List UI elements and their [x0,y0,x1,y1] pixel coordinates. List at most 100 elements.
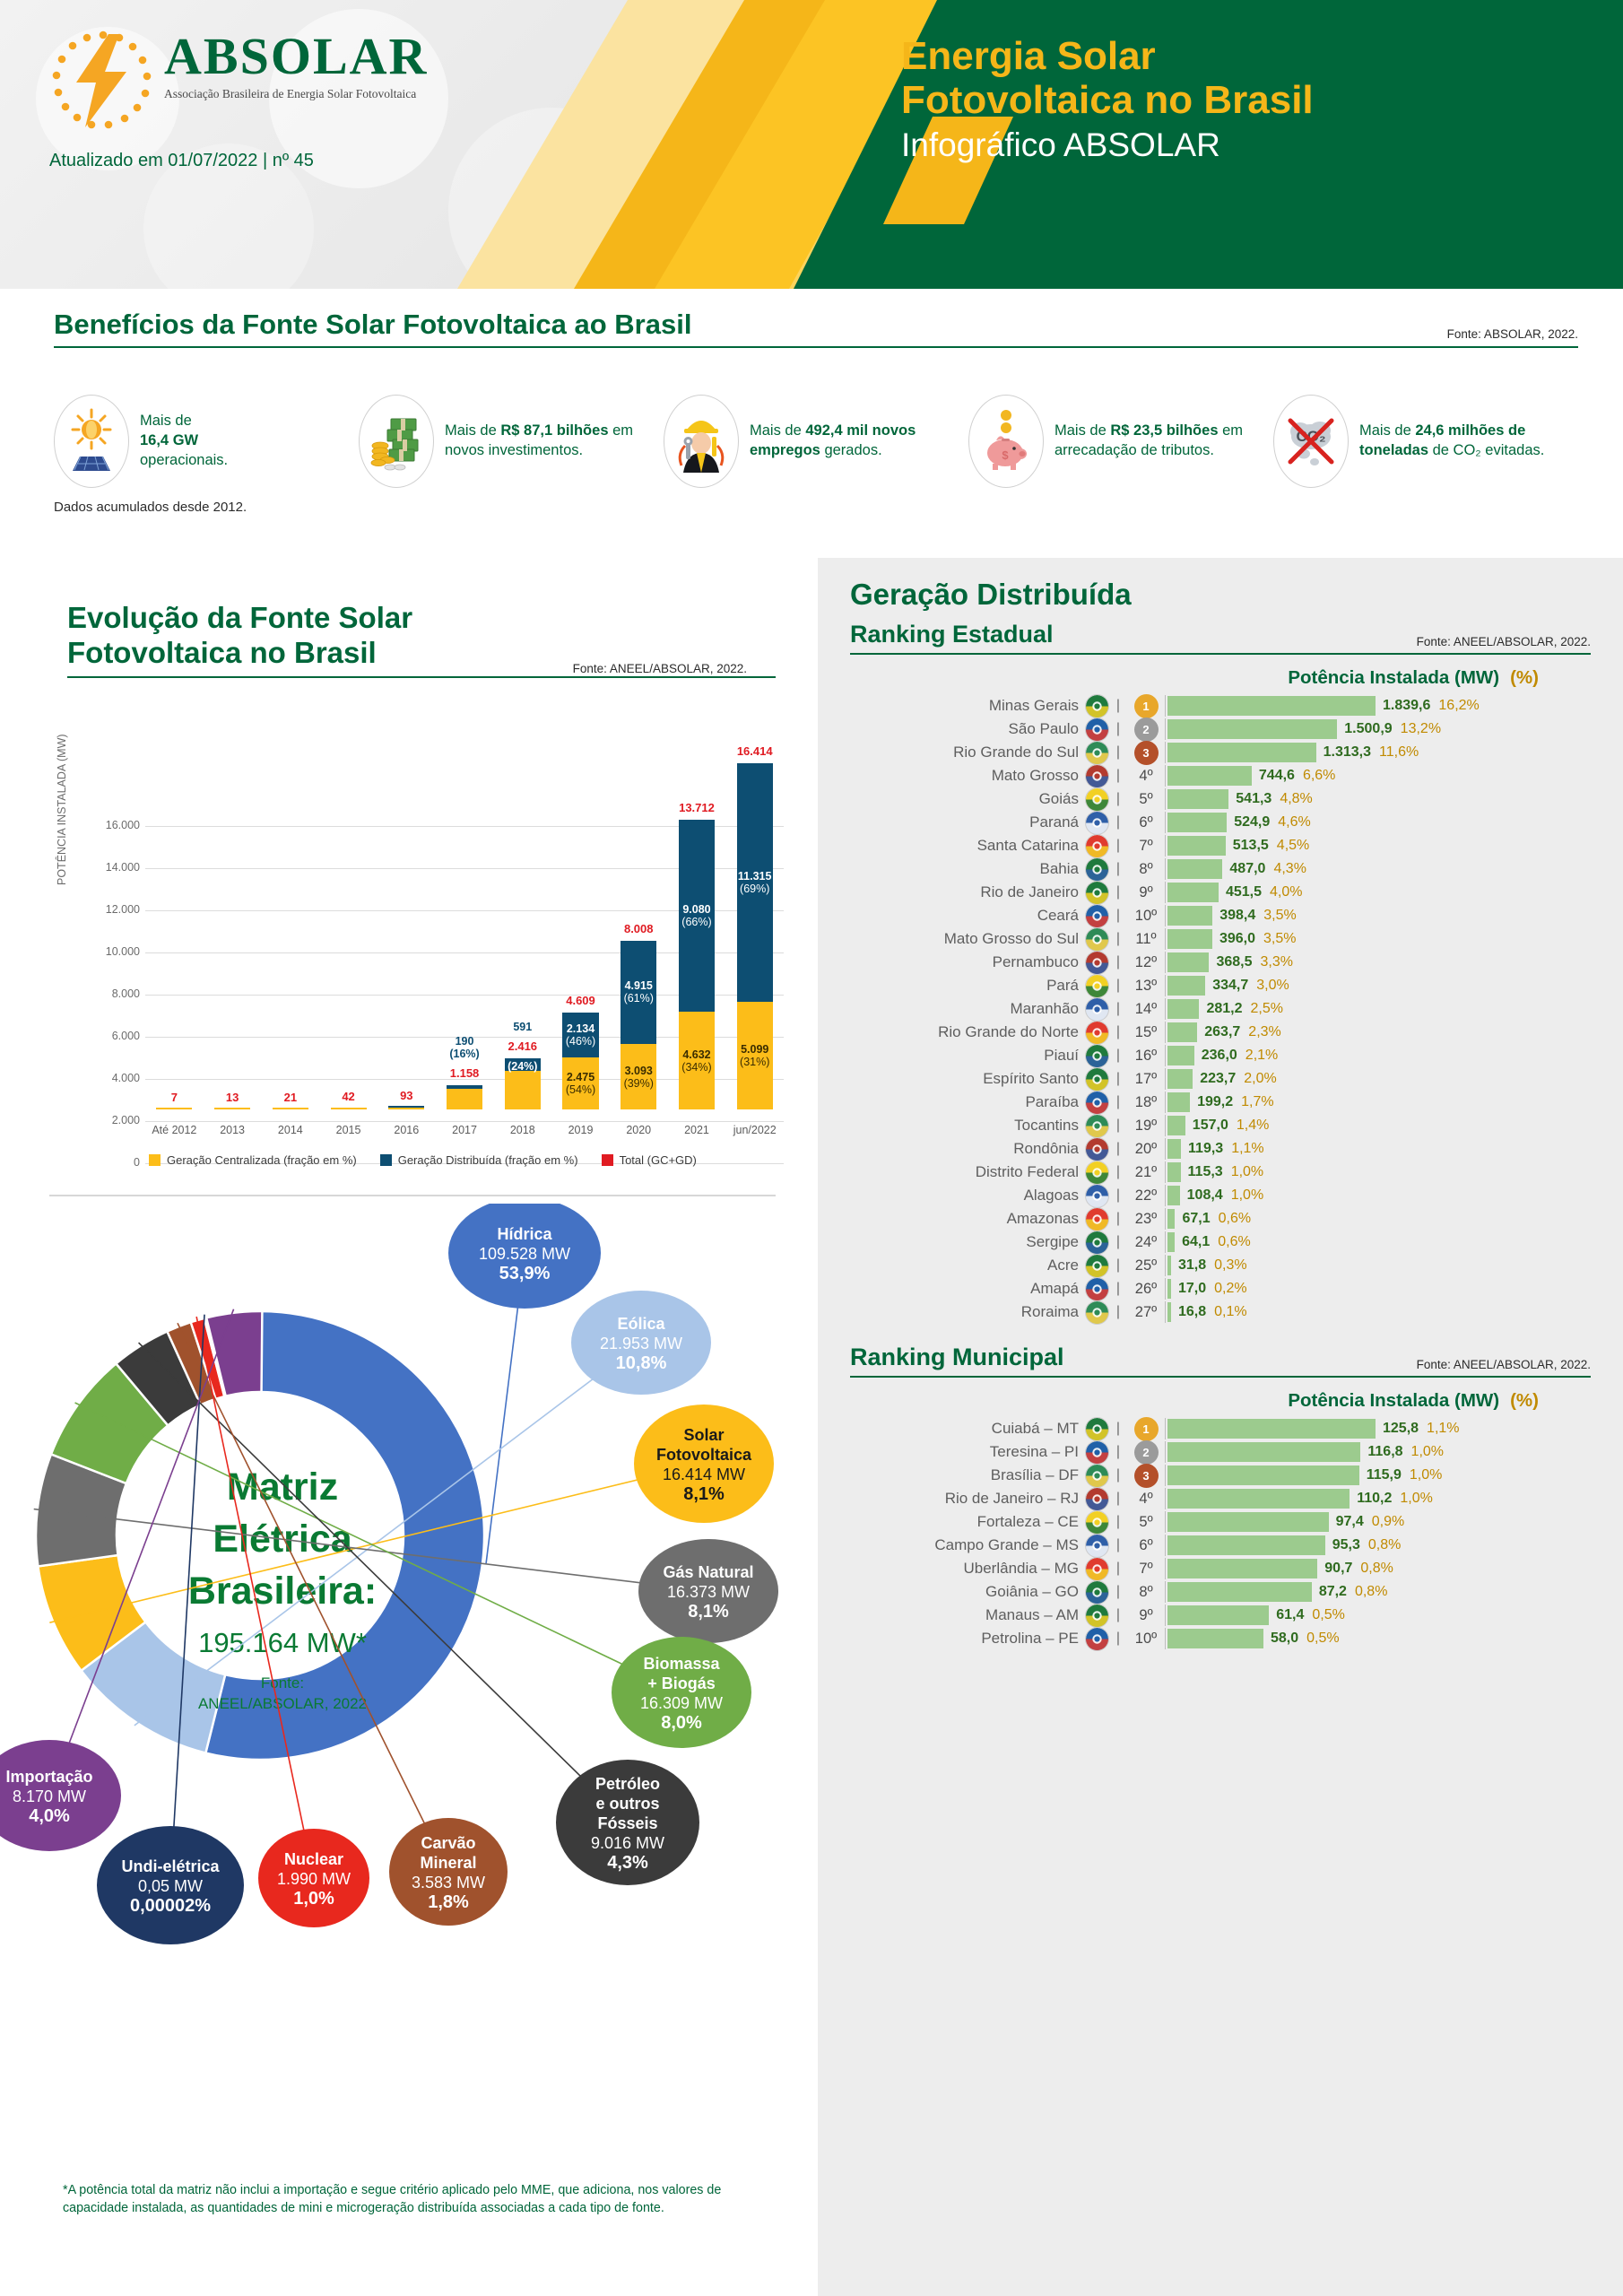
municipal-ranking-rule [850,1376,1591,1378]
ranking-bar [1167,929,1212,949]
state-ranking-list: Minas Gerais | 1 1.839,6 16,2% São Paulo | 2 1.5… [850,693,1591,1325]
state-flag-icon [1085,880,1109,905]
donut-callout-bubble [638,1539,778,1643]
ranking-value: 110,2 [1357,1491,1393,1506]
x-tick-label: 2019 [568,1124,594,1136]
bar-total-label: 21 [283,1090,298,1104]
ranking-value: 451,5 [1225,884,1262,900]
ranking-value: 119,3 [1188,1141,1224,1156]
bar-segment-centralizada [330,1108,367,1109]
y-tick-label: 16.000 [105,818,140,831]
bar-total-label: 7 [170,1090,178,1104]
donut-leader-line [134,1342,642,1726]
benefit-strong: 24,6 milhões de toneladas [1359,422,1526,458]
ranking-separator: | [1115,1187,1121,1203]
ranking-bar [1167,1489,1350,1509]
ranking-bar [1167,1419,1376,1439]
ranking-bar [1167,976,1206,996]
benefits-title: Benefícios da Fonte Solar Fotovoltaica a… [54,309,692,340]
donut-leader-line [195,1316,315,1879]
benefit-item-taxes: $ Mais de R$ 23,5 bilhões em arrecadação… [968,395,1273,488]
ranking-separator: | [1115,1001,1121,1016]
donut-callout-name: + Biogás [647,1674,716,1692]
municipal-col-power: Potência Instalada (MW) [1288,1390,1500,1411]
ranking-bar-wrap: 67,1 0,6% [1165,1208,1591,1230]
ranking-position: 8º [1139,860,1153,877]
x-tick-label: jun/2022 [733,1124,777,1136]
medal-icon: 1 [1133,1416,1159,1441]
ranking-bar [1167,1256,1171,1275]
state-col-power: Potência Instalada (MW) [1288,667,1500,688]
bar-stack [330,751,367,1109]
ranking-row: Santa Catarina | 7º 513,5 4,5% [850,833,1591,858]
benefit-strong: R$ 87,1 bilhões [500,422,609,439]
bar-segment-centralizada [214,1108,251,1109]
ranking-bar [1167,1209,1176,1229]
x-tick-label: 2014 [277,1124,303,1136]
legend-label-total: Total (GC+GD) [619,1153,697,1167]
ranking-position: 27º [1134,1303,1158,1320]
bar-column: 2.416 591 (24%) [493,751,551,1109]
ranking-value: 95,3 [1332,1537,1360,1552]
bar-segment-distribuida: 11.315 (69%) [736,762,773,1003]
bar-stack [156,751,193,1109]
state-flag-icon [1085,1556,1109,1581]
ranking-name: Paraíba [1025,1093,1079,1110]
benefit-pre: Mais de [1055,422,1111,439]
bar-total-label: 93 [400,1088,413,1102]
ranking-name: Goiás [1038,790,1079,807]
donut-callout-bubble [97,1826,244,1944]
ranking-position: 6º [1139,813,1153,831]
donut-callout-pct: 0,00002% [130,1896,211,1916]
x-tick-label: 2020 [626,1124,652,1136]
solar-panel-sun-icon [54,395,129,488]
bar-segment-centralizada [504,1071,541,1109]
donut-callout-mw: 1.990 MW [277,1870,351,1888]
matrix-center-total: 195.164 MW* [198,1627,367,1658]
bar-value: 4.915 [624,979,653,993]
ranking-bar [1167,1582,1312,1602]
evolution-bar-chart: POTÊNCIA INSTALADA (MW) 0 2.000 4.000 6.000… [56,734,789,1169]
x-tick-label: 2016 [394,1124,420,1136]
ranking-position: 25º [1134,1257,1158,1274]
bar-stack [446,751,483,1109]
ranking-position: 1 [1127,693,1165,718]
gd-title: Geração Distribuída [850,578,1132,611]
benefits-note: Dados acumulados desde 2012. [54,500,247,515]
ranking-separator: | [1115,1141,1121,1156]
benefit-strong: R$ 23,5 bilhões [1110,422,1219,439]
bar-column: 13 [204,751,262,1109]
benefit-text-jobs: Mais de 492,4 mil novos empregos gerados… [750,422,968,461]
donut-callout-bubble [448,1197,601,1309]
ranking-row: Piauí | 16º 236,0 2,1% [850,1043,1591,1068]
evolution-title-line2: Fotovoltaica no Brasil [67,635,377,669]
gridline [145,1120,784,1122]
bar-total-label: 13 [225,1090,239,1104]
ranking-bar-wrap: 31,8 0,3% [1165,1255,1591,1276]
ranking-bar-wrap: 396,0 3,5% [1165,928,1591,950]
ranking-name: Piauí [1044,1047,1079,1064]
benefit-item-capacity: Mais de 16,4 GW operacionais. [54,395,359,488]
ranking-name: Paraná [1029,813,1079,831]
ranking-value: 116,8 [1367,1444,1403,1459]
ranking-bar [1167,1186,1180,1205]
ranking-name: São Paulo [1008,720,1079,737]
benefit-post: operacionais. [140,451,229,468]
gridline [145,952,784,953]
ranking-value: 281,2 [1206,1001,1243,1016]
ranking-name: Ceará [1037,907,1079,924]
donut-callout-mw: 9.016 MW [591,1834,664,1852]
evolution-title-block: Evolução da Fonte Solar Fotovoltaica no … [67,601,785,678]
ranking-bar [1167,1092,1191,1112]
donut-callout-bubble [0,1740,121,1851]
ranking-bar [1167,1069,1193,1089]
x-tick-label: Até 2012 [152,1124,197,1136]
ranking-name: Tocantins [1014,1117,1079,1134]
ranking-bar [1167,1279,1171,1299]
evolution-source: Fonte: ANEEL/ABSOLAR, 2022. [572,661,747,675]
donut-callout-name: Carvão [421,1834,475,1852]
ranking-separator: | [1115,698,1121,713]
ranking-bar [1167,1302,1171,1322]
ranking-name: Roraima [1020,1303,1079,1320]
evolution-rule [67,675,776,678]
